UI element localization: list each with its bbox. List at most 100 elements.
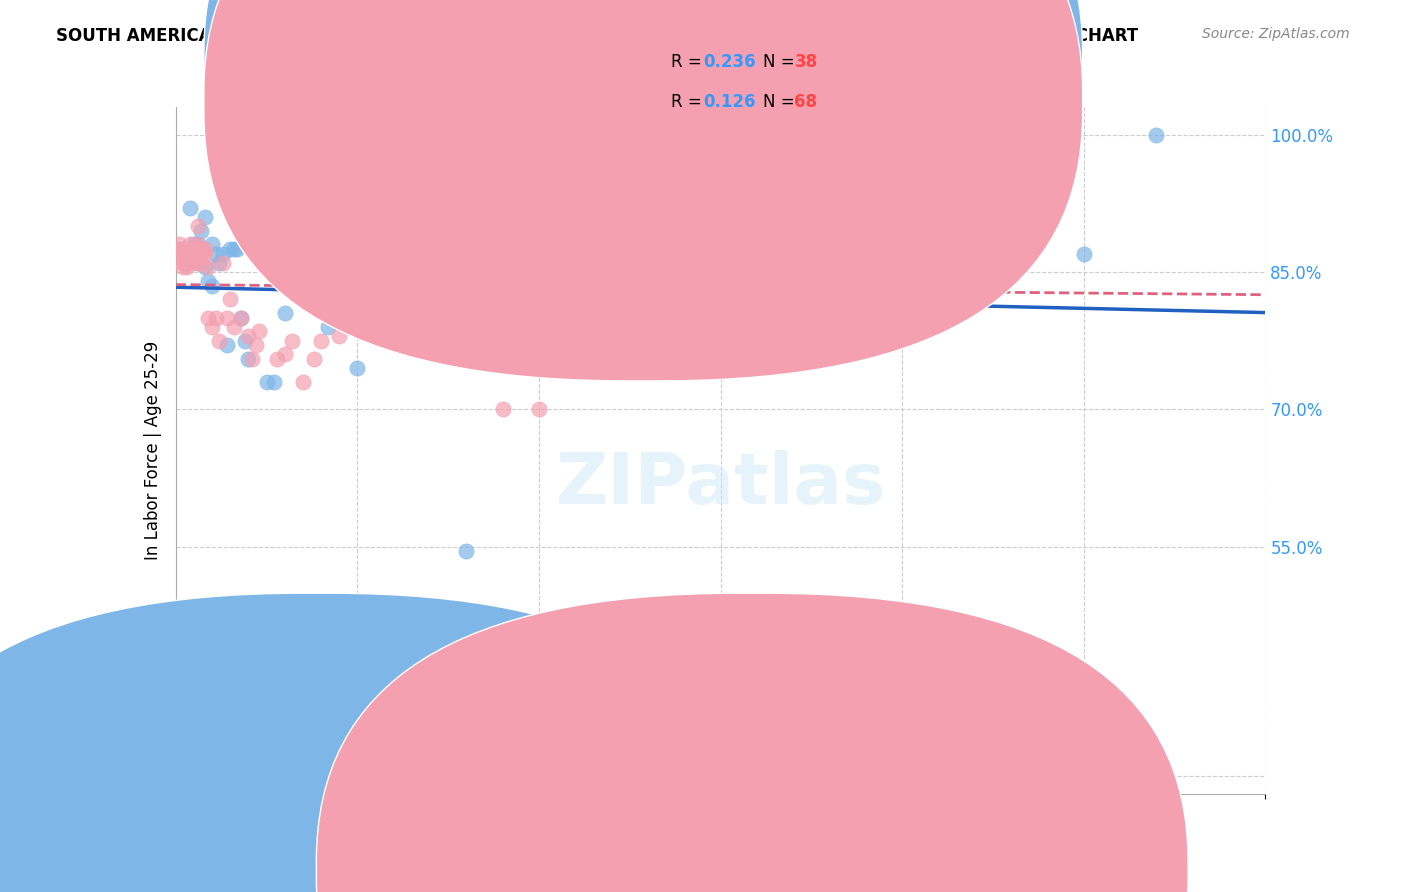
- Point: [172, 242, 194, 256]
- Point: [176, 246, 198, 260]
- Point: [281, 334, 304, 348]
- Point: [318, 319, 340, 334]
- Point: [302, 351, 325, 366]
- Point: [176, 246, 198, 260]
- Point: [183, 251, 205, 265]
- Point: [212, 256, 235, 270]
- Point: [328, 329, 350, 343]
- Text: ZIPatlas: ZIPatlas: [555, 450, 886, 519]
- Point: [169, 242, 191, 256]
- Point: [692, 606, 714, 620]
- Point: [238, 351, 260, 366]
- Point: [419, 246, 441, 260]
- Point: [226, 242, 249, 256]
- Point: [837, 237, 859, 252]
- Point: [208, 334, 231, 348]
- Point: [492, 402, 515, 417]
- Point: [346, 310, 368, 325]
- Point: [231, 310, 253, 325]
- Point: [238, 329, 260, 343]
- Point: [183, 246, 205, 260]
- Point: [710, 237, 733, 252]
- Point: [197, 310, 219, 325]
- Point: [274, 347, 297, 361]
- Point: [186, 219, 209, 233]
- Text: SOUTH AMERICAN INDIAN VS IMMIGRANTS FROM AFGHANISTAN IN LABOR FORCE | AGE 25-29 : SOUTH AMERICAN INDIAN VS IMMIGRANTS FROM…: [56, 27, 1139, 45]
- Point: [169, 246, 191, 260]
- Point: [231, 310, 253, 325]
- Point: [186, 237, 209, 252]
- Text: South American Indians: South American Indians: [323, 856, 520, 874]
- Point: [179, 242, 201, 256]
- Point: [179, 201, 201, 215]
- Point: [364, 325, 387, 339]
- Text: 68: 68: [794, 93, 817, 111]
- Point: [176, 260, 198, 275]
- Point: [190, 246, 212, 260]
- Point: [190, 242, 212, 256]
- Point: [194, 210, 217, 224]
- Point: [456, 544, 478, 558]
- Point: [172, 246, 194, 260]
- Point: [176, 242, 198, 256]
- Text: 0.0%: 0.0%: [176, 615, 218, 633]
- Point: [219, 293, 242, 307]
- Point: [800, 237, 823, 252]
- Text: 0.236: 0.236: [703, 53, 755, 70]
- Text: R =: R =: [671, 93, 707, 111]
- Point: [194, 260, 217, 275]
- Point: [245, 338, 267, 352]
- Text: 0.126: 0.126: [703, 93, 755, 111]
- Point: [309, 334, 332, 348]
- Y-axis label: In Labor Force | Age 25-29: In Labor Force | Age 25-29: [143, 341, 162, 560]
- Text: N =: N =: [763, 53, 800, 70]
- Point: [745, 237, 768, 252]
- Point: [419, 310, 441, 325]
- Point: [197, 260, 219, 275]
- Point: [183, 242, 205, 256]
- Point: [169, 237, 191, 252]
- Point: [183, 242, 205, 256]
- Point: [172, 242, 194, 256]
- Point: [176, 246, 198, 260]
- Point: [183, 246, 205, 260]
- Point: [564, 237, 586, 252]
- Point: [382, 310, 405, 325]
- Point: [219, 242, 242, 256]
- Point: [186, 256, 209, 270]
- Point: [197, 274, 219, 288]
- Point: [190, 256, 212, 270]
- Point: [201, 278, 224, 293]
- Point: [256, 375, 278, 389]
- Point: [208, 256, 231, 270]
- Point: [527, 402, 550, 417]
- Point: [194, 246, 217, 260]
- Point: [855, 246, 877, 260]
- Point: [186, 256, 209, 270]
- Point: [176, 256, 198, 270]
- Point: [179, 256, 201, 270]
- Point: [247, 325, 270, 339]
- Text: Source: ZipAtlas.com: Source: ZipAtlas.com: [1202, 27, 1350, 41]
- Point: [179, 242, 201, 256]
- Point: [204, 310, 226, 325]
- Point: [222, 242, 245, 256]
- Point: [186, 246, 209, 260]
- Text: N =: N =: [763, 93, 800, 111]
- Point: [782, 237, 804, 252]
- Point: [281, 237, 304, 252]
- Point: [204, 246, 226, 260]
- Point: [245, 246, 267, 260]
- Point: [222, 319, 245, 334]
- Point: [186, 237, 209, 252]
- Point: [274, 306, 297, 320]
- Point: [201, 319, 224, 334]
- Point: [172, 256, 194, 270]
- Point: [190, 246, 212, 260]
- Text: 38: 38: [794, 53, 817, 70]
- Point: [179, 237, 201, 252]
- Point: [637, 237, 659, 252]
- Point: [509, 310, 531, 325]
- Point: [201, 237, 224, 252]
- Point: [212, 246, 235, 260]
